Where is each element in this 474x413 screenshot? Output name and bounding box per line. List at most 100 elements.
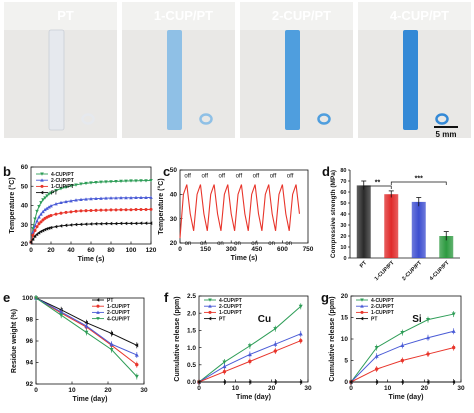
data-point [208,316,212,321]
y-axis-label: Temperature (°C) [157,178,165,234]
data-point [49,213,53,218]
bar-1-CUP/PT [384,194,399,258]
y-tick-label: 98 [26,317,34,324]
data-point [247,344,252,348]
data-point [35,225,39,229]
data-point [197,380,201,384]
x-axis-label: Time (day) [389,394,424,401]
y-axis-label: Residue weight (%) [11,309,18,373]
data-point [96,304,100,308]
data-point [139,221,143,226]
data-point [79,197,83,201]
data-point [74,198,78,202]
data-point [47,226,51,231]
data-point [49,191,53,195]
data-point [104,221,108,226]
data-point [40,190,44,195]
data-point [129,221,133,226]
y-tick-label: 2.0 [187,310,196,317]
data-point [298,331,303,336]
legend-label: 4-CUP/PT [219,298,242,304]
data-point [144,221,148,226]
data-point [33,234,37,239]
data-point [426,318,430,322]
data-point [129,179,133,183]
data-point [54,224,58,229]
data-point [79,222,83,227]
data-point [89,222,93,226]
x-tick-label: 120 [146,247,157,254]
series-line [179,184,301,239]
legend-label: PT [371,316,377,322]
data-point [109,208,113,212]
data-point [69,210,73,214]
series-PT [197,379,303,385]
x-tick-label: 600 [277,246,288,253]
x-tick-label: 20 [268,385,276,392]
data-point [119,179,123,184]
x-tick-label: 150 [200,246,211,253]
data-point [400,330,405,335]
data-point [109,196,113,200]
data-point [99,221,103,226]
data-point [124,221,128,226]
annotation-off: off [236,173,243,179]
data-point [99,208,103,212]
panel-letter-g: g [321,290,329,305]
y-tick-label: 70 [340,179,346,185]
y-tick-label: 10 [340,245,346,251]
data-point [144,179,148,183]
data-point [124,208,128,212]
data-point [426,335,430,340]
y-tick-label: 60 [340,190,346,196]
x-tick-label: 30 [457,385,465,392]
data-point [104,196,108,200]
series-line [30,196,152,243]
y-tick-label: 50 [21,183,29,190]
data-point [37,222,41,226]
data-point [360,304,364,308]
data-point [69,199,73,203]
x-tick-label: 0 [178,246,182,253]
photo-2: 1-CUP/PT [122,2,235,138]
data-point [43,207,47,212]
data-point [134,179,138,183]
bar-4-CUP/PT [439,236,454,258]
data-point [84,323,89,328]
x-axis-label: Time (day) [236,394,271,401]
series-4-CUP/PT [197,303,303,385]
data-point [451,329,456,333]
photo-top-band [358,2,471,30]
y-tick-label: 40 [340,212,346,218]
legend-label: 1-CUP/PT [107,304,130,310]
data-point [426,352,430,356]
x-tick-label: 10 [384,385,392,392]
fiber-long [403,30,418,130]
data-point [59,200,63,205]
y-tick-label: 30 [21,222,29,229]
data-point [247,352,252,357]
fiber-cross-section [81,113,95,125]
data-point [33,228,37,233]
series-2-CUP/PT [29,195,153,244]
data-point [64,210,68,214]
data-point [49,225,53,230]
y-tick-label: 2.5 [187,293,196,300]
data-point [349,380,353,384]
panel-letter-b: b [3,164,11,179]
x-axis-label: Time (s) [231,255,258,262]
data-point [208,298,212,302]
data-point [89,181,93,185]
data-point [37,215,41,219]
annotation-on: on [200,241,207,247]
category-label: 4-CUP/PT [429,260,451,282]
data-point [64,223,68,228]
data-point [37,231,41,235]
annotation-off: off [219,173,226,179]
significance-label: *** [415,176,423,183]
photo-label: 1-CUP/PT [154,8,213,23]
legend-label: 4-CUP/PT [107,316,130,322]
